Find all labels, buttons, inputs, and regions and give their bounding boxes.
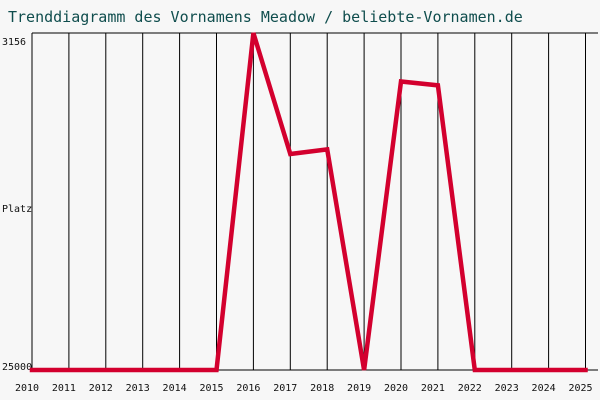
grid-lines <box>31 32 598 371</box>
x-tick-label-2024: 2024 <box>532 383 556 394</box>
x-tick-label-2025: 2025 <box>568 383 592 394</box>
x-tick-label-2018: 2018 <box>310 383 334 394</box>
x-tick-label-2021: 2021 <box>421 383 445 394</box>
x-tick-label-2010: 2010 <box>15 383 39 394</box>
x-tick-label-2017: 2017 <box>273 383 297 394</box>
x-tick-label-2023: 2023 <box>495 383 519 394</box>
x-tick-label-2014: 2014 <box>163 383 187 394</box>
y-bottom-label: 25000 <box>2 362 32 373</box>
x-tick-label-2012: 2012 <box>89 383 113 394</box>
x-tick-label-2016: 2016 <box>236 383 260 394</box>
x-tick-labels: 2010 2011 2012 2013 2014 2015 2016 2017 2018 2019… <box>15 383 593 394</box>
y-axis-label: Platz <box>2 204 32 215</box>
x-tick-label-2013: 2013 <box>126 383 150 394</box>
x-tick-label-2020: 2020 <box>384 383 408 394</box>
y-top-label: 3156 <box>2 37 26 48</box>
x-tick-label-2011: 2011 <box>52 383 76 394</box>
x-tick-label-2019: 2019 <box>347 383 371 394</box>
series-line <box>29 32 588 373</box>
x-tick-label-2015: 2015 <box>199 383 223 394</box>
x-tick-label-2022: 2022 <box>458 383 482 394</box>
chart-title: Trenddiagramm des Vornamens Meadow / bel… <box>8 8 523 26</box>
